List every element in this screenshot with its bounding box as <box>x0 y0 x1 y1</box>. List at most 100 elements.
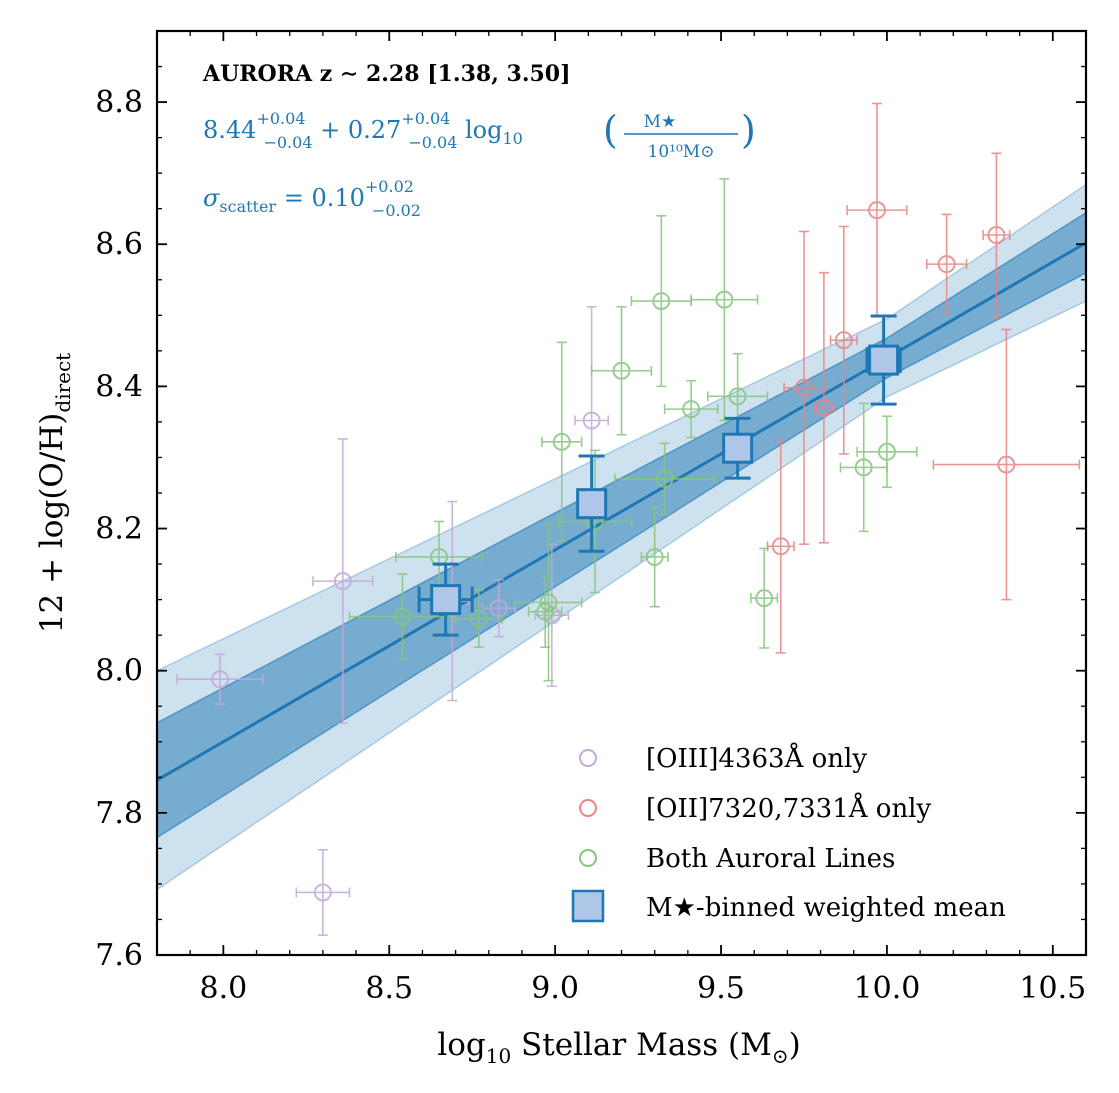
x-tick-label: 10.0 <box>854 971 921 1006</box>
point-marker <box>877 442 896 461</box>
binned-point <box>417 562 474 637</box>
y-tick-label: 8.4 <box>95 369 143 404</box>
fit-equation: 8.44+0.04 −0.04 + 0.27+0.04 −0.04 log10 <box>203 109 523 152</box>
y-axis-title-main: 12 + log(O/H) <box>34 413 70 634</box>
data-point <box>514 523 583 682</box>
data-point <box>932 328 1081 601</box>
point-marker <box>393 607 412 626</box>
fit-line <box>157 241 1086 782</box>
x-tick-label: 8.5 <box>365 971 413 1006</box>
point-marker <box>211 670 230 689</box>
point-marker <box>854 458 873 477</box>
binned-marker <box>430 584 462 616</box>
point-marker <box>937 255 956 274</box>
legend-item-oii: [OII]7320,7331Å only <box>579 792 931 824</box>
legend-item-oiii: [OIII]4363Å only <box>579 742 867 774</box>
scatter-value: = 0.10 <box>276 184 365 212</box>
point-marker <box>655 469 674 488</box>
legend-marker-oii <box>579 799 597 817</box>
data-point <box>846 102 908 318</box>
x-axis-title-log: log <box>437 1027 485 1063</box>
data-point <box>829 225 858 455</box>
data-point <box>690 178 759 422</box>
fit-intercept-lower-err: −0.04 <box>263 133 312 152</box>
binned-marker <box>868 344 900 376</box>
data-point <box>176 653 264 705</box>
fit-slope-upper-err: +0.04 <box>401 109 450 128</box>
annotation-title: AURORA z ∼ 2.28 [1.38, 3.50] <box>202 61 571 87</box>
legend-item-binned: M★-binned weighted mean <box>571 889 1006 923</box>
point-marker <box>645 547 664 566</box>
scatter-lower-err: −0.02 <box>372 201 421 220</box>
data-point <box>630 215 692 388</box>
point-marker <box>313 883 332 902</box>
point-marker <box>987 225 1006 244</box>
data-point <box>982 152 1011 318</box>
point-marker <box>582 411 601 430</box>
x-axis-title-close: ) <box>789 1027 801 1063</box>
sigma-subscript: scatter <box>219 197 276 216</box>
data-point <box>766 438 795 654</box>
legend-item-both: Both Auroral Lines <box>579 844 895 874</box>
x-tick-label: 8.0 <box>199 971 247 1006</box>
legend: [OIII]4363Å only [OII]7320,7331Å only Bo… <box>571 742 1006 923</box>
point-marker <box>771 537 790 556</box>
series-2 <box>348 178 918 682</box>
point-marker <box>794 378 813 397</box>
data-point <box>663 379 719 439</box>
legend-label-oiii: [OIII]4363Å only <box>646 742 867 774</box>
binned-marker <box>576 488 608 520</box>
point-marker <box>997 455 1016 474</box>
x-axis-title-sun: ⊙ <box>772 1044 789 1068</box>
data-point <box>813 271 835 544</box>
data-point <box>839 402 888 533</box>
y-tick-label: 8.6 <box>95 227 143 262</box>
legend-label-both: Both Auroral Lines <box>646 844 895 874</box>
data-point <box>454 589 503 649</box>
point-marker <box>834 331 853 350</box>
fit-frac-numerator: M★ <box>644 112 677 132</box>
binned-point <box>576 454 608 553</box>
legend-marker-both <box>579 849 597 867</box>
data-point <box>614 442 716 516</box>
x-axis-title: log10 Stellar Mass (M⊙) <box>437 1027 800 1068</box>
fit-intercept: 8.44 <box>203 116 256 144</box>
point-marker <box>469 609 488 628</box>
data-point <box>295 849 351 936</box>
point-marker <box>867 201 886 220</box>
legend-marker-oiii <box>579 749 597 767</box>
point-marker <box>728 387 747 406</box>
fit-confidence-bands <box>157 183 1086 891</box>
x-tick-label: 9.0 <box>531 971 579 1006</box>
y-tick-label: 8.2 <box>95 512 143 547</box>
y-tick-label: 7.6 <box>95 938 143 973</box>
data-point <box>590 305 653 436</box>
point-marker <box>715 290 734 309</box>
legend-label-oii: [OII]7320,7331Å only <box>646 792 931 824</box>
point-marker <box>814 398 833 417</box>
fit-log-base: 10 <box>503 129 523 148</box>
binned-marker <box>722 432 754 464</box>
point-marker <box>333 572 352 591</box>
point-marker <box>652 292 671 311</box>
data-point <box>750 547 779 649</box>
data-point <box>527 575 563 649</box>
point-marker <box>489 599 508 618</box>
x-tick-label: 9.5 <box>697 971 745 1006</box>
point-marker <box>612 361 631 380</box>
y-tick-label: 8.8 <box>95 85 143 120</box>
data-point <box>541 341 583 543</box>
x-axis-title-rest: Stellar Mass (M <box>511 1027 772 1063</box>
fit-paren-open: ( <box>603 108 618 152</box>
data-point <box>925 213 968 315</box>
point-marker <box>755 589 774 608</box>
fit-slope-lower-err: −0.04 <box>408 133 457 152</box>
sigma-symbol: σ <box>203 184 220 212</box>
x-tick-label: 10.5 <box>1019 971 1086 1006</box>
point-marker <box>682 400 701 419</box>
fit-log: log <box>457 116 502 144</box>
axis-ticks: 8.0 8.5 9.0 9.5 10.0 10.5 7.6 7.8 8.0 8.2 8.4 8.6 8.… <box>95 31 1087 1006</box>
fit-frac-denominator: 10¹⁰M⊙ <box>648 142 715 162</box>
legend-marker-binned <box>571 889 605 923</box>
